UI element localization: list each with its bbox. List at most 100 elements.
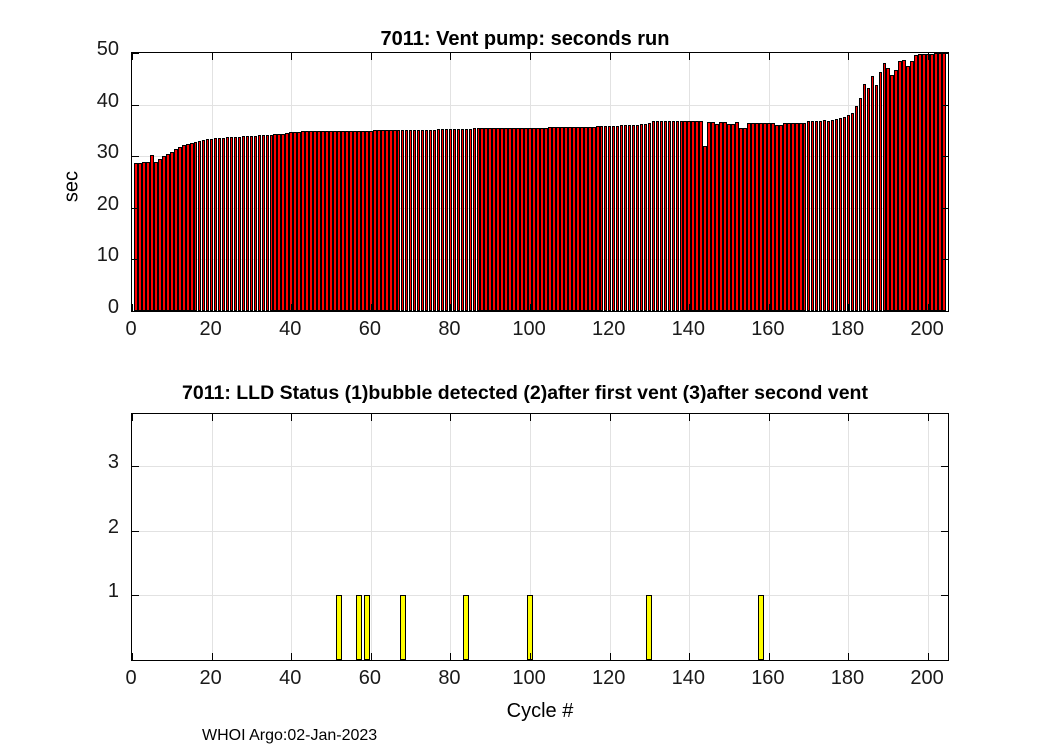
xtick-mark bbox=[530, 304, 532, 311]
vent-pump-bar bbox=[241, 136, 246, 311]
gridline-vertical bbox=[609, 414, 611, 660]
xtick-label: 40 bbox=[279, 667, 302, 689]
vent-pump-bar bbox=[850, 112, 855, 311]
vent-pump-bar bbox=[587, 126, 592, 311]
vent-pump-bar bbox=[416, 129, 421, 311]
vent-pump-bar bbox=[826, 120, 831, 311]
ytick-mark bbox=[941, 104, 948, 106]
vent-pump-bar bbox=[806, 121, 811, 311]
vent-pump-bar bbox=[369, 130, 373, 311]
vent-pump-bar bbox=[504, 127, 508, 311]
xtick-mark bbox=[609, 414, 611, 421]
vent-pump-bar bbox=[261, 135, 266, 311]
vent-pump-bar bbox=[615, 125, 620, 311]
vent-pump-bar bbox=[265, 134, 270, 311]
xtick-mark bbox=[689, 53, 691, 60]
xtick-mark bbox=[768, 304, 770, 311]
xtick-label: 80 bbox=[438, 667, 461, 689]
vent-pump-bar bbox=[548, 127, 552, 311]
vent-pump-bar bbox=[432, 129, 437, 311]
vent-pump-bar bbox=[468, 128, 473, 311]
vent-pump-bar bbox=[934, 53, 938, 311]
lld-status-bar bbox=[646, 595, 653, 660]
vent-pump-bar bbox=[181, 145, 186, 311]
bottom-plot-tickmarks bbox=[132, 414, 948, 660]
vent-pump-bar bbox=[257, 135, 262, 311]
gridline-vertical bbox=[450, 414, 452, 660]
vent-pump-bar bbox=[520, 127, 524, 311]
vent-pump-bar bbox=[810, 121, 815, 311]
gridline-horizontal bbox=[132, 595, 948, 597]
ytick-mark bbox=[941, 530, 948, 532]
vent-pump-bar bbox=[771, 123, 775, 311]
vent-pump-bar bbox=[818, 120, 823, 311]
lld-status-bar bbox=[355, 595, 362, 660]
gridline-vertical bbox=[848, 414, 850, 660]
vent-pump-bar bbox=[675, 121, 680, 311]
vent-pump-bar bbox=[568, 127, 572, 311]
vent-pump-bar bbox=[671, 121, 676, 311]
bottom-plot-xlabel: Cycle # bbox=[506, 700, 574, 722]
xtick-label: 120 bbox=[591, 667, 626, 689]
vent-pump-bar bbox=[317, 130, 321, 311]
vent-pump-bar bbox=[277, 134, 282, 311]
vent-pump-bar bbox=[452, 128, 457, 311]
vent-pump-bar bbox=[918, 54, 922, 311]
vent-pump-bar bbox=[476, 128, 481, 311]
vent-pump-bar bbox=[643, 123, 648, 311]
gridline-vertical bbox=[530, 414, 532, 660]
lld-status-bar bbox=[335, 595, 342, 660]
vent-pump-bar bbox=[380, 130, 385, 311]
vent-pump-bar bbox=[158, 159, 162, 311]
ytick-label: 40 bbox=[96, 89, 119, 112]
vent-pump-bar bbox=[420, 129, 425, 311]
vent-pump-bar bbox=[540, 127, 544, 311]
vent-pump-bar bbox=[695, 121, 700, 311]
vent-pump-bar bbox=[440, 129, 445, 311]
vent-pump-bar bbox=[699, 121, 703, 311]
xtick-mark bbox=[768, 414, 770, 421]
vent-pump-bar bbox=[341, 130, 345, 311]
vent-pump-bar bbox=[790, 122, 795, 311]
vent-pump-bar bbox=[269, 134, 274, 311]
vent-pump-bar bbox=[759, 123, 763, 311]
xtick-mark bbox=[370, 304, 372, 311]
vent-pump-bar bbox=[719, 122, 723, 311]
vent-pump-bar bbox=[747, 123, 751, 311]
vent-pump-bar bbox=[197, 140, 202, 311]
vent-pump-bar bbox=[938, 53, 942, 311]
vent-pump-bar bbox=[922, 53, 926, 311]
xtick-mark bbox=[211, 653, 213, 660]
vent-pump-bar bbox=[492, 128, 497, 311]
ytick-label: 3 bbox=[107, 450, 119, 473]
xtick-label: 20 bbox=[199, 318, 222, 340]
vent-pump-bar bbox=[731, 123, 735, 311]
vent-pump-bar bbox=[365, 130, 369, 311]
xtick-mark bbox=[450, 653, 452, 660]
top-plot-bars bbox=[132, 53, 948, 311]
vent-pump-bar bbox=[329, 130, 333, 311]
vent-pump-bar bbox=[345, 130, 349, 311]
xtick-label: 100 bbox=[512, 667, 546, 689]
xtick-mark bbox=[450, 53, 452, 60]
xtick-mark bbox=[689, 414, 691, 421]
vent-pump-bar bbox=[767, 123, 771, 311]
xtick-mark bbox=[530, 53, 532, 60]
vent-pump-bar bbox=[552, 127, 556, 311]
vent-pump-bar bbox=[508, 127, 512, 311]
xtick-mark bbox=[370, 653, 372, 660]
vent-pump-bar bbox=[647, 123, 652, 311]
bottom-plot-title: 7011: LLD Status (1)bubble detected (2)a… bbox=[182, 382, 868, 404]
xtick-mark bbox=[928, 414, 930, 421]
xtick-label: 140 bbox=[671, 318, 705, 340]
gridline-vertical bbox=[689, 414, 691, 660]
vent-pump-bar bbox=[205, 139, 210, 311]
vent-pump-bar bbox=[560, 127, 564, 311]
vent-pump-bar bbox=[285, 132, 290, 311]
xtick-mark bbox=[132, 304, 133, 311]
xtick-mark bbox=[211, 53, 213, 60]
vent-pump-bar bbox=[154, 161, 158, 311]
vent-pump-bar bbox=[798, 122, 803, 311]
ytick-label: 0 bbox=[107, 296, 119, 318]
vent-pump-bar bbox=[392, 130, 397, 311]
